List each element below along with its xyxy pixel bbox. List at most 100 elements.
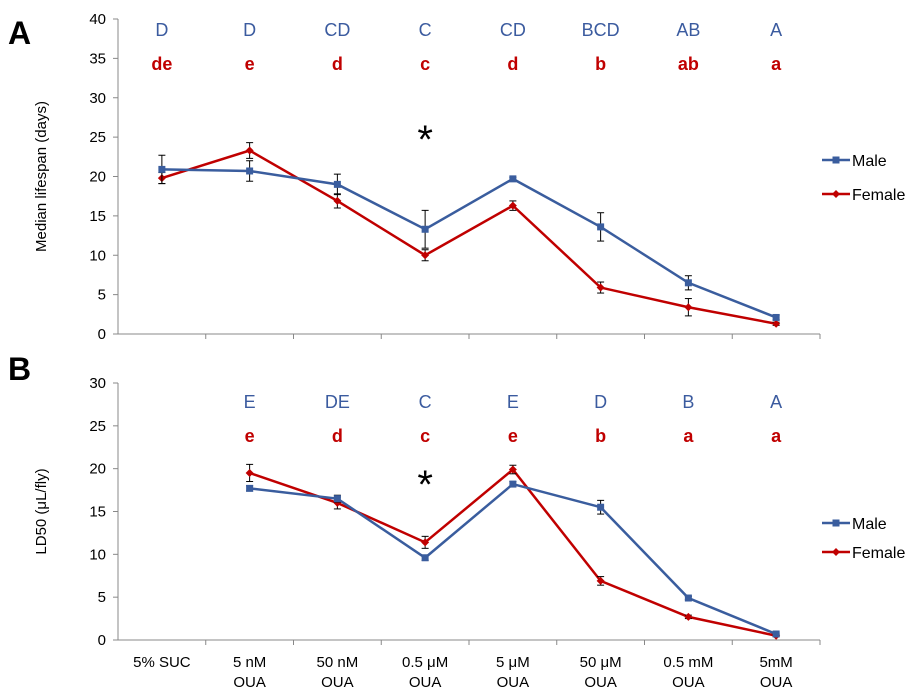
legend-label-female: Female <box>852 545 905 562</box>
data-point-male <box>772 630 780 638</box>
letter-lower: e <box>245 54 255 74</box>
letter-upper: CD <box>500 20 526 40</box>
letter-lower: a <box>771 54 782 74</box>
letter-lower: de <box>151 54 172 74</box>
data-point-female <box>421 538 430 547</box>
x-label-line1: 5 μM <box>496 654 530 671</box>
panel-a-chart: A 0 5 10 15 20 25 30 35 40 Median lifespan (days) D… <box>8 11 905 343</box>
series-line-female <box>249 467 777 637</box>
significance-star: * <box>417 463 433 507</box>
y-tick-label: 20 <box>89 461 106 478</box>
y-tick-label: 30 <box>89 90 106 107</box>
legend-marker-female <box>832 190 840 198</box>
x-label-line1: 5mM <box>759 654 792 671</box>
x-label-line2: OUA <box>672 674 705 689</box>
letter-lower: ab <box>678 54 699 74</box>
letter-upper: C <box>419 20 432 40</box>
data-point-male <box>421 554 429 562</box>
letter-upper: E <box>507 392 519 412</box>
y-tick-label: 0 <box>98 632 106 649</box>
y-tick-label: 30 <box>89 375 106 392</box>
legend-marker-male <box>832 519 840 527</box>
letter-lower: d <box>507 54 518 74</box>
data-point-male <box>684 279 692 287</box>
letter-upper: D <box>594 392 607 412</box>
letter-upper: DE <box>325 392 350 412</box>
y-tick-label: 20 <box>89 169 106 186</box>
data-point-male <box>333 180 341 188</box>
x-label-line2: OUA <box>233 674 266 689</box>
y-axis-title: LD50 (μL/fly) <box>33 468 50 554</box>
y-tick-label: 15 <box>89 504 106 521</box>
legend-label-female: Female <box>852 187 905 204</box>
letter-lower: b <box>595 426 606 446</box>
data-point-male <box>246 484 254 492</box>
data-point-female <box>596 283 605 292</box>
letter-upper: A <box>770 392 782 412</box>
x-label-line1: 50 nM <box>317 654 359 671</box>
legend-marker-male <box>832 156 840 164</box>
letter-upper: D <box>243 20 256 40</box>
x-label-line2: OUA <box>497 674 530 689</box>
x-label-line1: 0.5 mM <box>663 654 713 671</box>
x-label-line2: OUA <box>321 674 354 689</box>
series-line-male <box>161 168 777 319</box>
data-point-male <box>597 503 605 511</box>
x-label-line2: OUA <box>760 674 793 689</box>
x-label-line1: 5 nM <box>233 654 266 671</box>
data-point-female <box>684 303 693 312</box>
letter-upper: AB <box>676 20 700 40</box>
y-tick-label: 35 <box>89 50 106 67</box>
data-point-male <box>597 223 605 231</box>
y-tick-label: 5 <box>98 287 106 304</box>
letter-upper: C <box>419 392 432 412</box>
legend-label-male: Male <box>852 516 887 533</box>
y-tick-label: 5 <box>98 589 106 606</box>
panel-label: A <box>8 15 31 51</box>
legend-label-male: Male <box>852 153 887 170</box>
y-tick-label: 10 <box>89 546 106 563</box>
x-label-line1: 0.5 μM <box>402 654 448 671</box>
data-point-male <box>772 313 780 321</box>
panel-label: B <box>8 351 31 387</box>
letter-lower: e <box>245 426 255 446</box>
legend-marker-female <box>832 548 840 556</box>
data-point-female <box>508 465 517 474</box>
series-line-male <box>249 482 777 636</box>
x-label-line1: 50 μM <box>580 654 622 671</box>
data-point-female <box>596 576 605 585</box>
panel-b-chart: B 0 5 10 15 20 25 30 LD50 (μL/fly) E DE C E D B Ae d c e b a… <box>8 351 905 649</box>
data-point-female <box>245 468 254 477</box>
data-point-male <box>158 165 166 173</box>
data-point-female <box>772 319 781 328</box>
data-point-male <box>509 480 517 488</box>
letter-lower: c <box>420 426 430 446</box>
y-tick-label: 15 <box>89 208 106 225</box>
letter-lower: b <box>595 54 606 74</box>
letter-lower: a <box>771 426 782 446</box>
letter-upper: CD <box>324 20 350 40</box>
data-point-female <box>421 251 430 260</box>
data-point-female <box>684 612 693 621</box>
y-tick-label: 40 <box>89 11 106 28</box>
x-label-line2: OUA <box>584 674 617 689</box>
letter-upper: B <box>682 392 694 412</box>
letter-lower: a <box>683 426 694 446</box>
letter-upper: D <box>155 20 168 40</box>
y-tick-label: 0 <box>98 326 106 343</box>
data-point-female <box>245 146 254 155</box>
data-point-male <box>684 594 692 602</box>
letter-lower: d <box>332 426 343 446</box>
data-point-male <box>246 167 254 175</box>
significance-star: * <box>417 118 433 162</box>
letter-upper: A <box>770 20 782 40</box>
x-label-line2: OUA <box>409 674 442 689</box>
data-point-female <box>333 196 342 205</box>
y-tick-label: 25 <box>89 129 106 146</box>
letter-upper: BCD <box>582 20 620 40</box>
letter-lower: c <box>420 54 430 74</box>
data-point-male <box>509 175 517 183</box>
x-label-line1: 5% SUC <box>133 654 191 671</box>
letter-lower: d <box>332 54 343 74</box>
